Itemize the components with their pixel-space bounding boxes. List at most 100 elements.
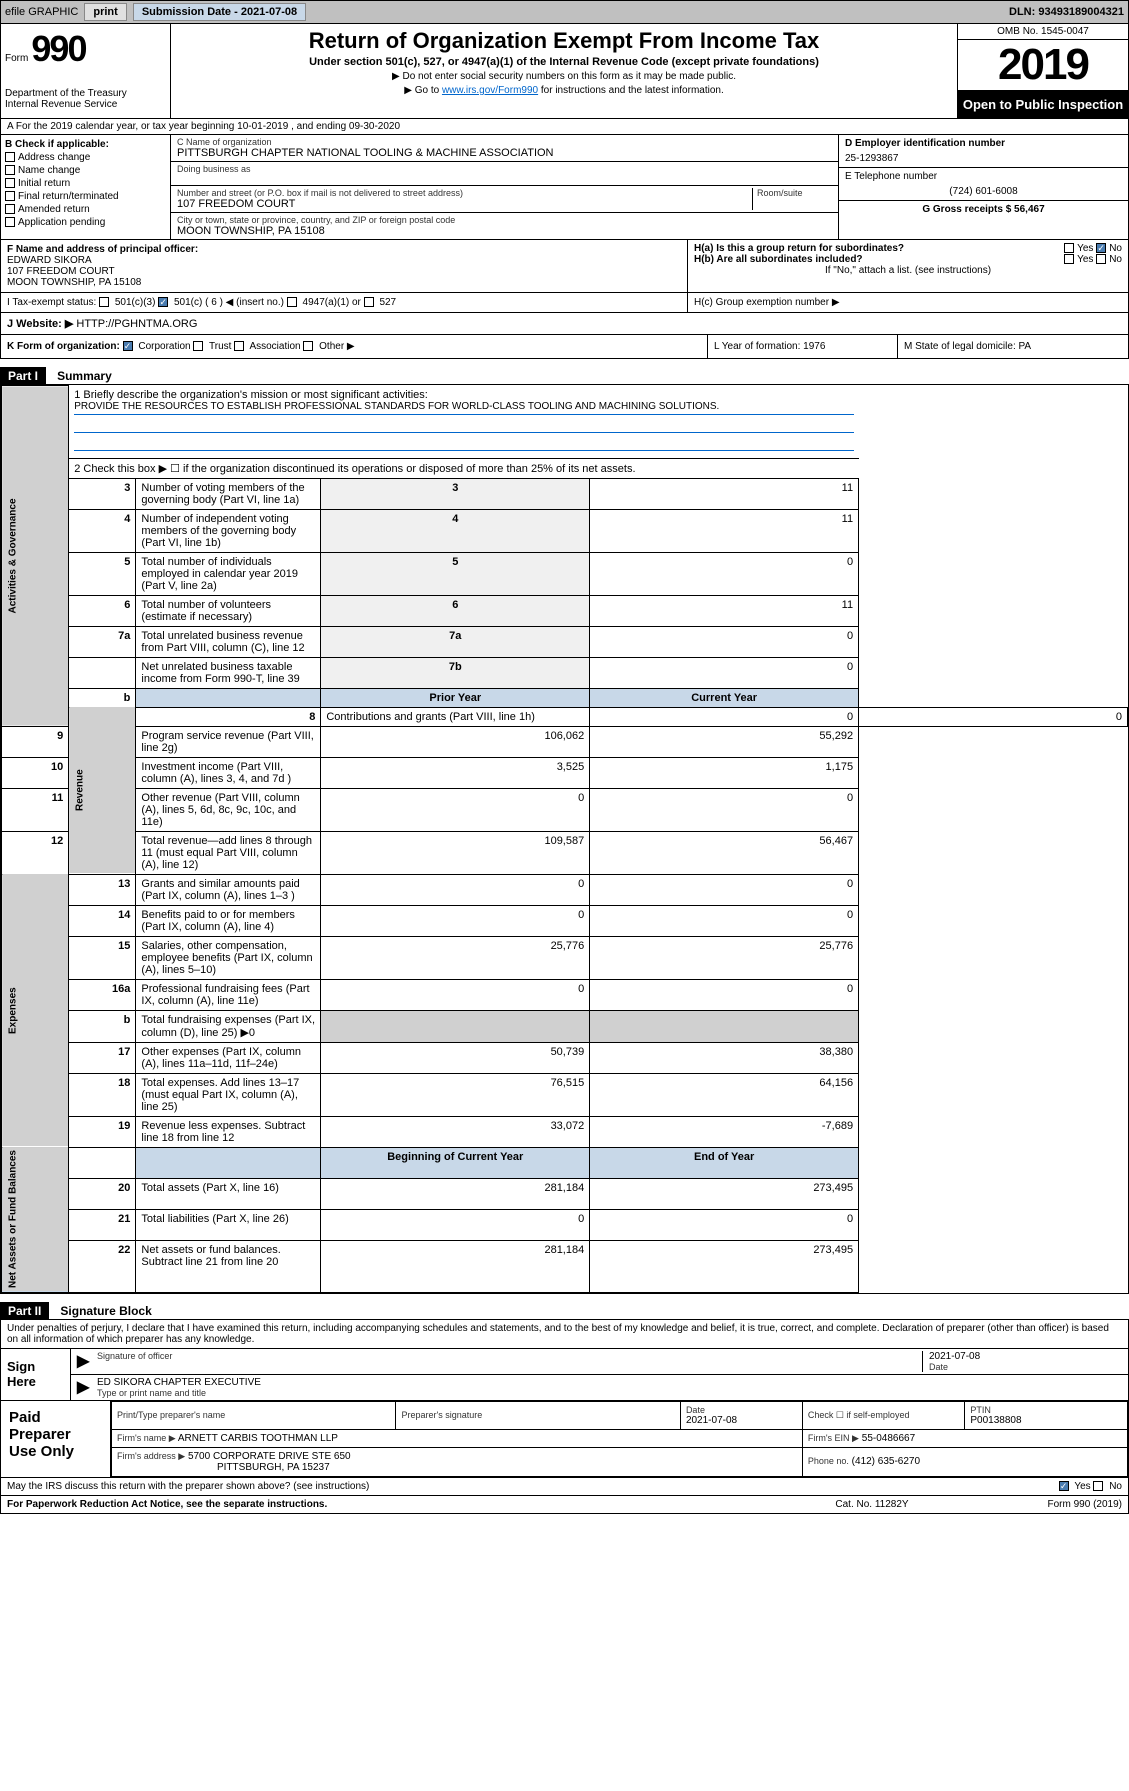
discuss-q: May the IRS discuss this return with the…	[7, 1481, 1059, 1492]
print-button[interactable]: print	[84, 3, 126, 21]
chk-501c[interactable]: ✓	[158, 297, 168, 307]
officer-street: 107 FREEDOM COURT	[7, 266, 681, 277]
cat-no: Cat. No. 11282Y	[772, 1499, 972, 1510]
sign-here-label: Sign Here	[1, 1349, 71, 1400]
label-nafb: Net Assets or Fund Balances	[2, 1147, 69, 1292]
line-6-val: 11	[590, 595, 859, 626]
line-4-val: 11	[590, 509, 859, 552]
line-5-val: 0	[590, 552, 859, 595]
department-label: Department of the TreasuryInternal Reven…	[5, 88, 166, 110]
room-label: Room/suite	[757, 188, 832, 198]
city-label: City or town, state or province, country…	[177, 215, 832, 225]
firm-city: PITTSBURGH, PA 15237	[117, 1462, 330, 1473]
submission-date: Submission Date - 2021-07-08	[133, 3, 306, 21]
chk-other[interactable]	[303, 341, 313, 351]
street: 107 FREEDOM COURT	[177, 198, 752, 210]
arrow-icon: ▶	[77, 1377, 97, 1398]
part-1-body: Activities & Governance 1 Briefly descri…	[0, 384, 1129, 1294]
org-name: PITTSBURGH CHAPTER NATIONAL TOOLING & MA…	[177, 147, 832, 159]
form-org-row: K Form of organization: ✓ Corporation Tr…	[0, 335, 1129, 359]
section-k-label: K Form of organization:	[7, 341, 120, 352]
sig-date: 2021-07-08	[929, 1351, 1122, 1362]
section-i-label: I Tax-exempt status:	[7, 297, 96, 308]
chk-assoc[interactable]	[234, 341, 244, 351]
line-6-text: Total number of volunteers (estimate if …	[136, 595, 321, 626]
omb-number: OMB No. 1545-0047	[958, 24, 1128, 40]
chk-amended[interactable]: Amended return	[5, 204, 166, 215]
line-7b-val: 0	[590, 657, 859, 688]
mission: PROVIDE THE RESOURCES TO ESTABLISH PROFE…	[74, 401, 853, 415]
form-label: Form	[5, 53, 28, 64]
chk-corp[interactable]: ✓	[123, 341, 133, 351]
firm-ein: 55-0486667	[862, 1433, 915, 1444]
tax-exempt-row: I Tax-exempt status: 501(c)(3) ✓ 501(c) …	[0, 293, 1129, 313]
paperwork-note: For Paperwork Reduction Act Notice, see …	[7, 1499, 772, 1510]
section-l: L Year of formation: 1976	[708, 335, 898, 358]
efile-label: efile GRAPHIC	[5, 6, 78, 18]
part-2-title: Signature Block	[52, 1304, 151, 1318]
chk-4947[interactable]	[287, 297, 297, 307]
form-header: Form 990 Department of the TreasuryInter…	[0, 24, 1129, 119]
tax-year: 2019	[958, 40, 1128, 91]
website-url: HTTP://PGHNTMA.ORG	[76, 318, 197, 330]
chk-no[interactable]	[1093, 1481, 1103, 1491]
line-4-text: Number of independent voting members of …	[136, 509, 321, 552]
gross-receipts: G Gross receipts $ 56,467	[839, 201, 1128, 218]
arrow-icon: ▶	[77, 1351, 97, 1372]
q2: 2 Check this box ▶ ☐ if the organization…	[69, 458, 859, 478]
ein-value: 25-1293867	[845, 153, 1122, 164]
line-7a-text: Total unrelated business revenue from Pa…	[136, 626, 321, 657]
line-7b-text: Net unrelated business taxable income fr…	[136, 657, 321, 688]
part-1-header: Part I	[0, 367, 46, 385]
dba-label: Doing business as	[177, 164, 832, 174]
chk-501c3[interactable]	[99, 297, 109, 307]
part-2-header: Part II	[0, 1302, 49, 1320]
typed-label: Type or print name and title	[97, 1388, 1122, 1398]
current-year-header: Current Year	[590, 688, 859, 707]
form-title: Return of Organization Exempt From Incom…	[177, 28, 951, 54]
label-revenue: Revenue	[69, 707, 136, 874]
section-m: M State of legal domicile: PA	[898, 335, 1128, 358]
h-b: H(b) Are all subordinates included? Yes …	[694, 254, 1122, 265]
form-number: 990	[31, 28, 85, 69]
footer: For Paperwork Reduction Act Notice, see …	[0, 1496, 1129, 1514]
chk-initial[interactable]: Initial return	[5, 178, 166, 189]
chk-address[interactable]: Address change	[5, 152, 166, 163]
firm-phone: (412) 635-6270	[852, 1456, 920, 1467]
chk-yes[interactable]: ✓	[1059, 1481, 1069, 1491]
paid-prep-label: Paid Preparer Use Only	[1, 1401, 111, 1477]
firm-name: ARNETT CARBIS TOOTHMAN LLP	[178, 1433, 338, 1444]
prior-year-header: Prior Year	[321, 688, 590, 707]
date-label: Date	[929, 1362, 1122, 1372]
ein-label: D Employer identification number	[845, 138, 1122, 149]
h-c: H(c) Group exemption number ▶	[688, 293, 1128, 312]
note-1: ▶ Do not enter social security numbers o…	[177, 71, 951, 82]
line-3-text: Number of voting members of the governin…	[136, 478, 321, 509]
discuss-row: May the IRS discuss this return with the…	[0, 1478, 1129, 1496]
line-3-val: 11	[590, 478, 859, 509]
typed-name: ED SIKORA CHAPTER EXECUTIVE	[97, 1377, 1122, 1388]
section-b-label: B Check if applicable:	[5, 139, 166, 150]
form-ref: Form 990 (2019)	[972, 1499, 1122, 1510]
open-public: Open to Public Inspection	[958, 91, 1128, 118]
declaration: Under penalties of perjury, I declare th…	[1, 1320, 1128, 1348]
phone-label: E Telephone number	[845, 171, 1122, 182]
main-info-block: B Check if applicable: Address change Na…	[0, 135, 1129, 240]
phone-value: (724) 601-6008	[845, 186, 1122, 197]
line-8-text: Contributions and grants (Part VIII, lin…	[321, 707, 590, 726]
sig-officer-label: Signature of officer	[97, 1351, 922, 1361]
city: MOON TOWNSHIP, PA 15108	[177, 225, 832, 237]
chk-final[interactable]: Final return/terminated	[5, 191, 166, 202]
chk-trust[interactable]	[193, 341, 203, 351]
chk-name[interactable]: Name change	[5, 165, 166, 176]
org-name-label: C Name of organization	[177, 137, 832, 147]
signature-block: Under penalties of perjury, I declare th…	[0, 1319, 1129, 1478]
chk-527[interactable]	[364, 297, 374, 307]
irs-link[interactable]: www.irs.gov/Form990	[442, 85, 538, 96]
h-a: H(a) Is this a group return for subordin…	[694, 243, 1122, 254]
chk-pending[interactable]: Application pending	[5, 217, 166, 228]
part-2: Part II Signature Block	[0, 1294, 1129, 1320]
row-a: A For the 2019 calendar year, or tax yea…	[0, 119, 1129, 135]
form-subtitle: Under section 501(c), 527, or 4947(a)(1)…	[177, 56, 951, 68]
street-label: Number and street (or P.O. box if mail i…	[177, 188, 752, 198]
